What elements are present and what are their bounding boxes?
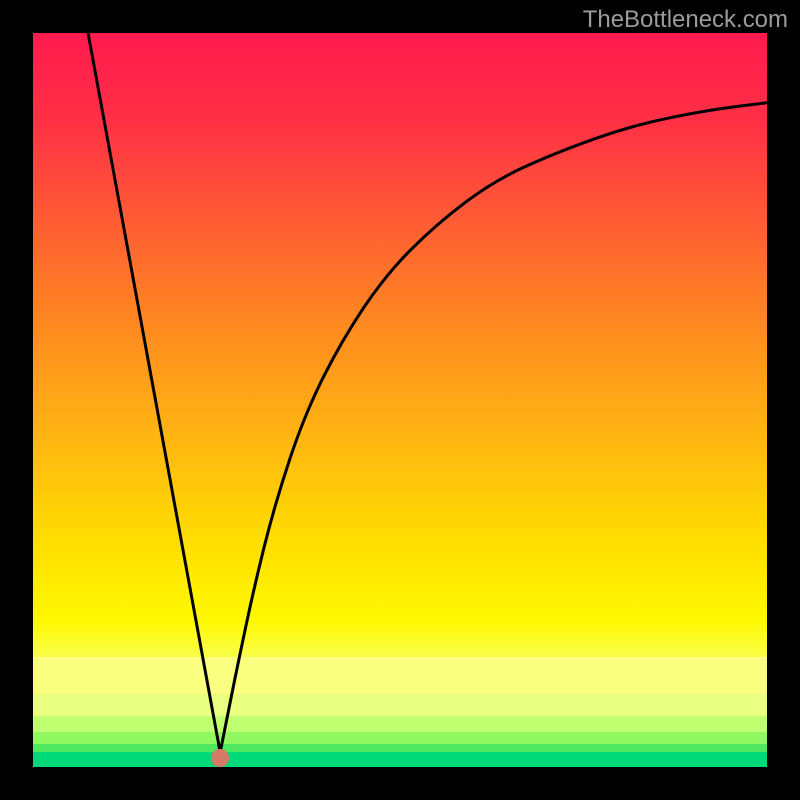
plot-area [33, 33, 767, 767]
bottleneck-curve [88, 33, 767, 752]
curve-svg [33, 33, 767, 767]
watermark-text: TheBottleneck.com [583, 6, 788, 34]
optimum-marker [211, 749, 229, 767]
chart-frame: TheBottleneck.com [0, 0, 800, 800]
